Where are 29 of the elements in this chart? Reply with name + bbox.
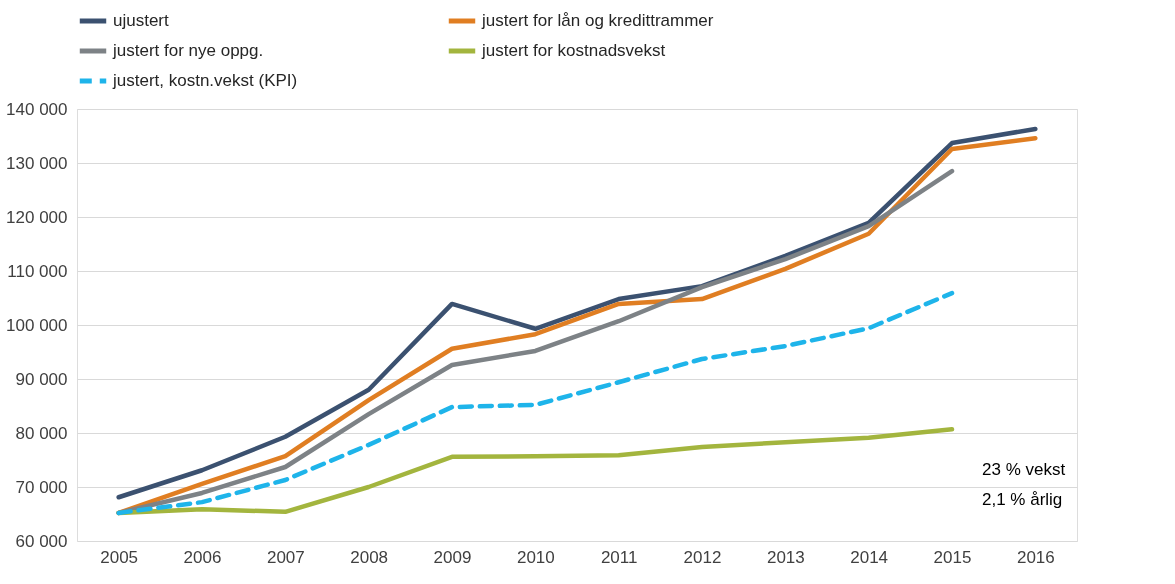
x-tick-label: 2012: [683, 547, 722, 567]
y-tick-label: 60 000: [15, 531, 68, 551]
y-tick-label: 80 000: [15, 423, 68, 443]
x-tick-label: 2010: [516, 547, 555, 567]
x-tick-label: 2015: [933, 547, 972, 567]
x-tick-label: 2007: [266, 547, 305, 567]
y-tick-label: 110 000: [7, 261, 68, 281]
x-tick-label: 2013: [766, 547, 805, 567]
annotation: 2,1 % årlig: [982, 489, 1063, 509]
line-series: [116, 290, 955, 516]
y-tick-label: 120 000: [6, 207, 68, 227]
x-tick-label: 2011: [600, 547, 638, 567]
legend-label: justert for lån og kredittrammer: [481, 11, 714, 30]
x-tick-label: 2005: [100, 547, 139, 567]
legend-label: ujustert: [113, 11, 170, 30]
x-tick-label: 2008: [350, 547, 389, 567]
legend-label: justert, kostn.vekst (KPI): [112, 71, 298, 90]
y-tick-label: 140 000: [6, 99, 68, 119]
x-tick-label: 2009: [433, 547, 472, 567]
y-tick-label: 130 000: [6, 153, 68, 173]
y-tick-label: 90 000: [15, 369, 68, 389]
legend-label: justert for kostnadsvekst: [481, 41, 666, 60]
x-tick-label: 2014: [850, 547, 889, 567]
x-tick-label: 2016: [1016, 547, 1055, 567]
annotation: 23 % vekst: [982, 459, 1066, 479]
legend-label: justert for nye oppg.: [112, 41, 264, 60]
y-tick-label: 70 000: [15, 477, 68, 497]
x-tick-label: 2006: [183, 547, 222, 567]
y-tick-label: 100 000: [6, 315, 68, 335]
